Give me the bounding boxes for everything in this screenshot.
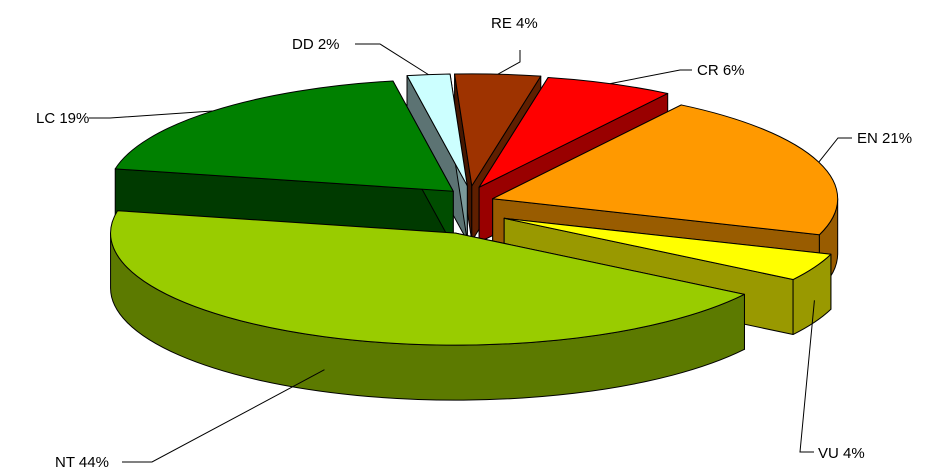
leader-line-re [498,50,520,74]
leader-line-en [819,138,852,162]
pie-slices [111,74,838,400]
slice-label-dd: DD 2% [292,36,340,53]
slice-label-cr: CR 6% [697,62,745,79]
slice-label-lc: LC 19% [36,110,89,127]
slice-label-vu: VU 4% [818,445,865,462]
leader-line-dd [355,44,428,75]
slice-label-nt: NT 44% [55,454,109,471]
slice-label-en: EN 21% [857,130,912,147]
slice-label-re: RE 4% [491,15,538,32]
leader-line-cr [610,70,692,84]
